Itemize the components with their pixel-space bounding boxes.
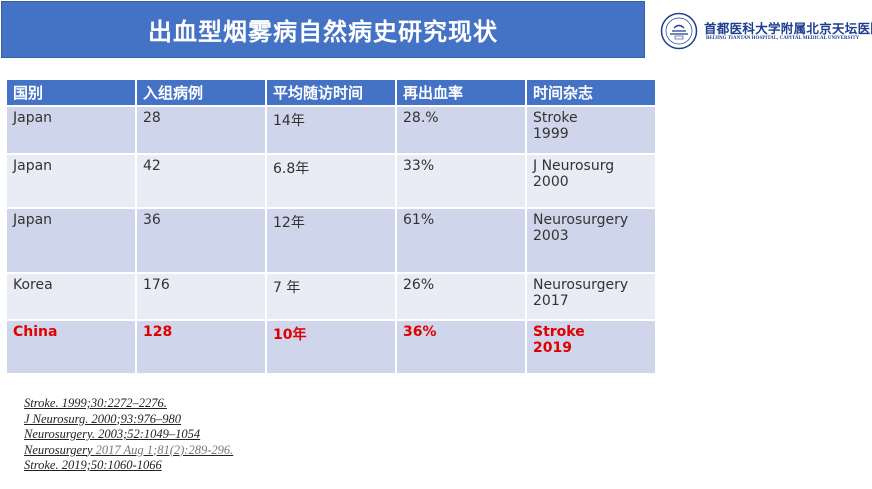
header-cases: 入组病例 [135, 78, 267, 107]
journal-year: 2000 [533, 174, 569, 190]
journal-year: 1999 [533, 126, 569, 142]
hospital-name-en: BEIJING TIANTAN HOSPITAL, CAPITAL MEDICA… [706, 36, 860, 41]
reference-text: J Neurosurg. 2000;93:976–980 [24, 411, 182, 426]
cell-followup: 12年 [265, 207, 397, 274]
study-table: 国别 入组病例 平均随访时间 再出血率 时间杂志 Japan 28 14年 28… [5, 78, 657, 375]
journal-name: Neurosurgery [533, 277, 629, 293]
references: Stroke. 1999;30:2272–2276. J Neurosurg. … [24, 396, 233, 474]
cell-cases: 128 [135, 319, 267, 375]
reference-text: Stroke. 2019;50:1060-1066 [24, 458, 162, 472]
reference-item: Neurosurgery. 2003;52:1049–1054 [24, 427, 233, 443]
journal-year: 2017 [533, 293, 569, 309]
cell-rebleed: 33% [395, 153, 527, 209]
hospital-seal-icon [660, 12, 698, 50]
journal-year: 2003 [533, 228, 569, 244]
cell-country: Japan [5, 207, 137, 274]
cell-followup: 10年 [265, 319, 397, 375]
journal-year: 2019 [533, 340, 572, 356]
table-row: Japan 28 14年 28.% Stroke 1999 [5, 105, 657, 155]
cell-country: Japan [5, 105, 137, 155]
cell-country: China [5, 319, 137, 375]
title-bar: 出血型烟雾病自然病史研究现状 [1, 1, 645, 58]
cell-followup: 6.8年 [265, 153, 397, 209]
slide-title: 出血型烟雾病自然病史研究现状 [148, 18, 498, 46]
cell-journal: Stroke 2019 [525, 319, 657, 375]
reference-citation: 2017 Aug 1;81(2):289-296. [95, 442, 234, 457]
cell-rebleed: 36% [395, 319, 527, 375]
journal-name: Stroke [533, 110, 578, 126]
table-row: Japan 36 12年 61% Neurosurgery 2003 [5, 207, 657, 274]
journal-name: Neurosurgery [533, 212, 629, 228]
cell-cases: 36 [135, 207, 267, 274]
header-rebleed: 再出血率 [395, 78, 527, 107]
reference-item: Neurosurgery 2017 Aug 1;81(2):289-296. [24, 443, 233, 459]
reference-text: Neurosurgery [24, 442, 96, 457]
table-header-row: 国别 入组病例 平均随访时间 再出血率 时间杂志 [5, 78, 657, 107]
hospital-logo: 首都医科大学附属北京天坛医院 BEIJING TIANTAN HOSPITAL,… [660, 12, 872, 52]
cell-rebleed: 28.% [395, 105, 527, 155]
cell-country: Korea [5, 272, 137, 321]
cell-rebleed: 26% [395, 272, 527, 321]
hospital-name-cn: 首都医科大学附属北京天坛医院 [704, 21, 872, 36]
table-row-highlighted: China 128 10年 36% Stroke 2019 [5, 319, 657, 375]
reference-item: J Neurosurg. 2000;93:976–980 [24, 412, 233, 428]
cell-journal: Stroke 1999 [525, 105, 657, 155]
cell-journal: Neurosurgery 2003 [525, 207, 657, 274]
cell-journal: Neurosurgery 2017 [525, 272, 657, 321]
reference-item: Stroke. 2019;50:1060-1066 [24, 458, 233, 474]
table-row: Japan 42 6.8年 33% J Neurosurg 2000 [5, 153, 657, 209]
cell-country: Japan [5, 153, 137, 209]
reference-text: Stroke. 1999;30:2272–2276. [24, 396, 167, 410]
reference-text: Neurosurgery. 2003;52:1049–1054 [24, 427, 201, 441]
cell-followup: 14年 [265, 105, 397, 155]
cell-rebleed: 61% [395, 207, 527, 274]
cell-cases: 42 [135, 153, 267, 209]
cell-followup: 7 年 [265, 272, 397, 321]
journal-name: Stroke [533, 324, 585, 340]
header-country: 国别 [5, 78, 137, 107]
reference-item: Stroke. 1999;30:2272–2276. [24, 396, 233, 412]
table-row: Korea 176 7 年 26% Neurosurgery 2017 [5, 272, 657, 321]
header-journal: 时间杂志 [525, 78, 657, 107]
cell-cases: 176 [135, 272, 267, 321]
header-followup: 平均随访时间 [265, 78, 397, 107]
cell-journal: J Neurosurg 2000 [525, 153, 657, 209]
journal-name: J Neurosurg [533, 158, 615, 174]
cell-cases: 28 [135, 105, 267, 155]
